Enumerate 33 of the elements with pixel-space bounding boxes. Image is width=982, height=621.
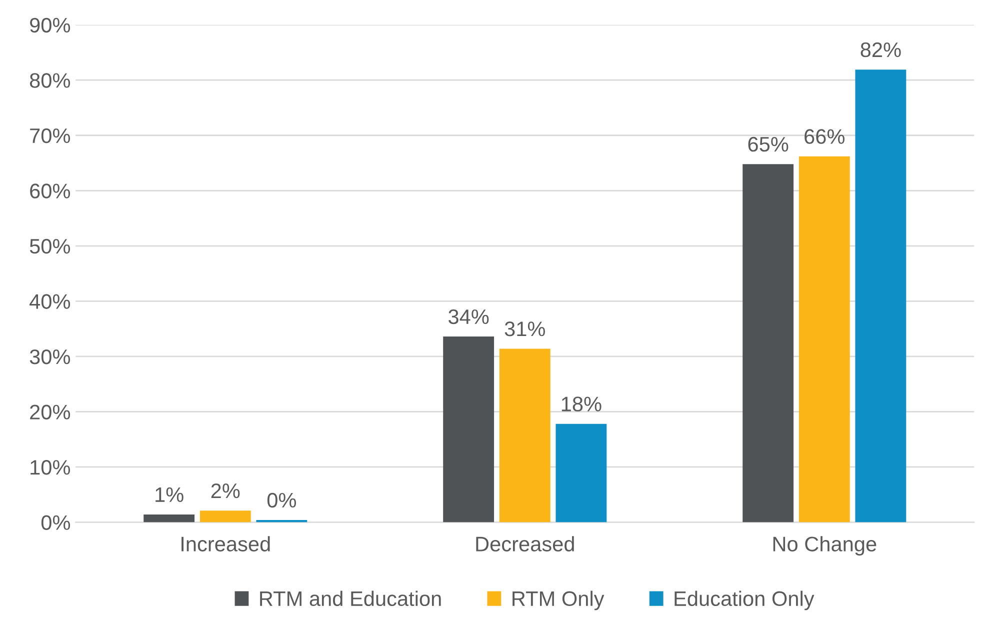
- y-tick-label: 40%: [30, 294, 70, 309]
- y-tick-label: 80%: [30, 73, 70, 88]
- x-tick-label: Decreased: [476, 536, 574, 552]
- legend-label: RTM and Education: [260, 590, 441, 606]
- y-tick-label: 70%: [30, 128, 70, 144]
- bar: [798, 156, 850, 522]
- y-tick-label: 20%: [30, 404, 70, 420]
- y-tick-label: 90%: [30, 18, 70, 33]
- bar: [556, 424, 607, 522]
- data-label: 82%: [860, 42, 901, 58]
- y-tick-label: 0%: [41, 515, 70, 530]
- bar: [443, 336, 494, 522]
- bar: [200, 510, 251, 522]
- y-tick-label: 30%: [30, 349, 70, 364]
- x-tick-label: Increased: [182, 536, 270, 552]
- bar: [144, 514, 195, 522]
- bar: [499, 348, 550, 522]
- bar: [855, 70, 906, 522]
- data-label: 31%: [504, 322, 545, 336]
- data-label: 66%: [804, 129, 844, 144]
- data-label: 34%: [448, 309, 489, 324]
- y-tick-label: 10%: [30, 460, 70, 475]
- y-tick-label: 50%: [30, 238, 70, 254]
- data-label: 65%: [748, 136, 788, 152]
- y-tick-label: 60%: [30, 184, 70, 198]
- x-tick-label: No Change: [773, 536, 876, 556]
- data-label: 18%: [562, 396, 602, 412]
- data-label: 1%: [156, 487, 184, 502]
- data-label: 0%: [267, 492, 296, 508]
- bar: [742, 164, 794, 522]
- legend-label: Education Only: [674, 590, 814, 610]
- legend-label: RTM Only: [512, 590, 604, 610]
- data-label: 2%: [211, 483, 240, 498]
